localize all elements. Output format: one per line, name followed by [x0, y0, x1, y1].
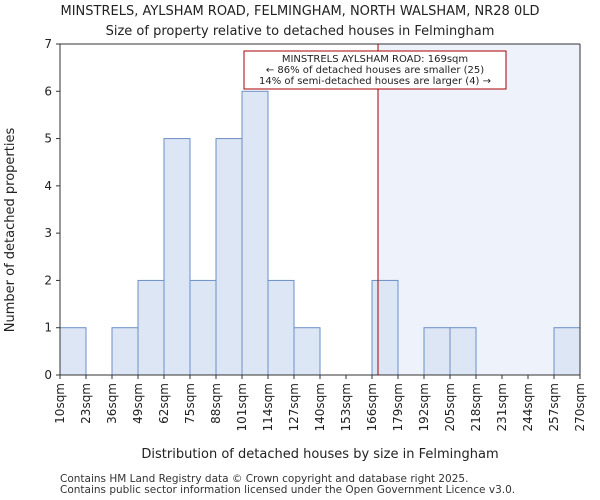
- x-tick-label: 218sqm: [469, 383, 483, 431]
- histogram-bar: [111, 327, 139, 376]
- x-tick-label: 114sqm: [261, 383, 275, 431]
- x-tick-label: 192sqm: [417, 383, 431, 431]
- histogram-bar: [189, 279, 217, 376]
- histogram-bar: [449, 327, 477, 376]
- larger-properties-region: [378, 44, 580, 375]
- x-tick-label: 88sqm: [209, 383, 223, 424]
- x-tick-label: 270sqm: [573, 383, 587, 431]
- x-tick-label: 244sqm: [521, 383, 535, 431]
- x-tick-label: 166sqm: [365, 383, 379, 431]
- x-tick-label: 23sqm: [79, 383, 93, 424]
- annotation-line-1: MINSTRELS AYLSHAM ROAD: 169sqm: [282, 54, 468, 65]
- y-tick-label: 5: [44, 132, 52, 146]
- x-axis-label: Distribution of detached houses by size …: [141, 447, 498, 462]
- x-tick-label: 127sqm: [287, 383, 301, 431]
- histogram-bar: [293, 327, 321, 376]
- annotation-box: [243, 50, 507, 90]
- y-tick-label: 7: [44, 37, 52, 51]
- x-tick-label: 153sqm: [339, 383, 353, 431]
- histogram-bar: [163, 138, 191, 376]
- x-tick-label: 75sqm: [183, 383, 197, 424]
- annotation-line-3: 14% of semi-detached houses are larger (…: [259, 76, 491, 87]
- x-tick-label: 179sqm: [391, 383, 405, 431]
- y-tick-label: 4: [44, 179, 52, 193]
- x-tick-label: 257sqm: [547, 383, 561, 431]
- histogram-bar: [553, 327, 581, 376]
- footer-line-2: Contains public sector information licen…: [60, 484, 516, 496]
- x-tick-label: 231sqm: [495, 383, 509, 431]
- x-tick-label: 10sqm: [53, 383, 67, 424]
- y-tick-label: 3: [44, 226, 52, 240]
- annotation-line-2: ← 86% of detached houses are smaller (25…: [266, 65, 484, 76]
- x-tick-label: 205sqm: [443, 383, 457, 431]
- histogram-bar: [241, 90, 269, 376]
- title-line-subtitle: Size of property relative to detached ho…: [105, 24, 495, 39]
- footer-line-1: Contains HM Land Registry data © Crown c…: [60, 473, 469, 485]
- title-line-address: MINSTRELS, AYLSHAM ROAD, FELMINGHAM, NOR…: [60, 4, 540, 19]
- x-tick-label: 36sqm: [105, 383, 119, 424]
- y-tick-label: 6: [44, 84, 52, 98]
- histogram-bar: [371, 279, 399, 376]
- y-tick-label: 0: [44, 368, 52, 382]
- histogram-bar: [267, 279, 295, 376]
- x-tick-label: 101sqm: [235, 383, 249, 431]
- footer-attribution: Contains HM Land Registry data © Crown c…: [60, 474, 515, 496]
- y-tick-label: 2: [44, 273, 52, 287]
- histogram-bar: [59, 327, 87, 376]
- histogram-bar: [215, 138, 243, 376]
- histogram-bar: [137, 279, 165, 376]
- x-tick-label: 49sqm: [131, 383, 145, 424]
- y-axis-label: Number of detached properties: [3, 128, 18, 333]
- histogram-bar: [423, 327, 451, 376]
- y-tick-label: 1: [44, 321, 52, 335]
- x-tick-label: 140sqm: [313, 383, 327, 431]
- chart-title: MINSTRELS, AYLSHAM ROAD, FELMINGHAM, NOR…: [0, 2, 600, 42]
- x-tick-label: 62sqm: [157, 383, 171, 424]
